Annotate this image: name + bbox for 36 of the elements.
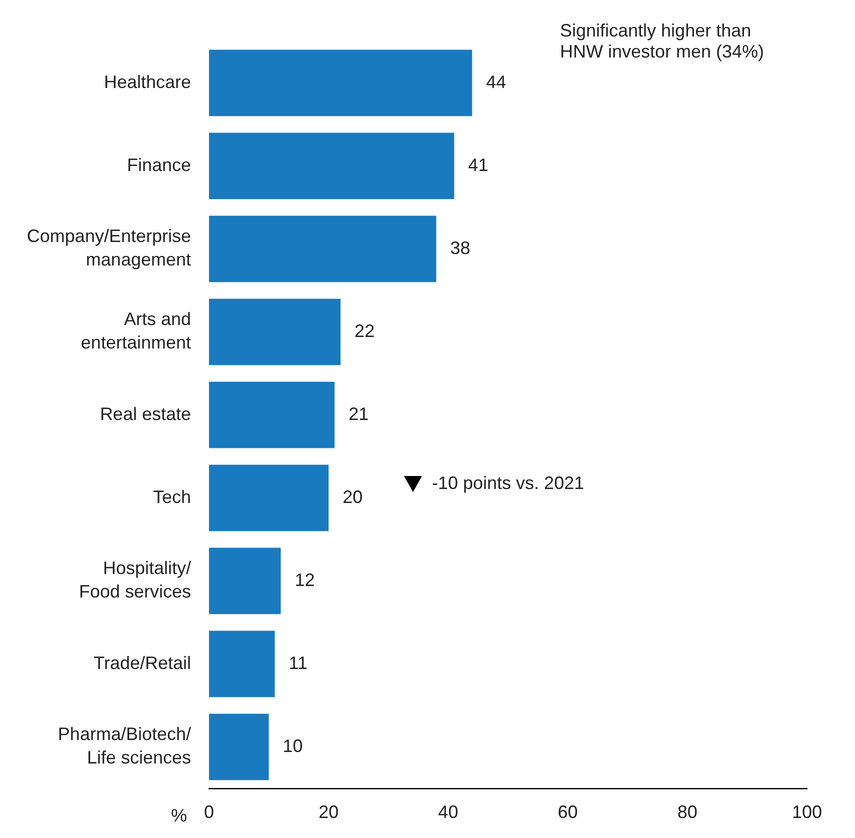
bar bbox=[209, 382, 335, 448]
bar bbox=[209, 714, 269, 780]
data-label: 10 bbox=[282, 736, 303, 756]
y-tick-label: Arts and entertainment bbox=[80, 309, 191, 353]
data-label: 12 bbox=[294, 570, 315, 590]
data-label: 38 bbox=[450, 238, 470, 258]
x-tick-label: 60 bbox=[558, 802, 578, 822]
x-tick-label: 20 bbox=[318, 802, 339, 822]
y-tick-label: Trade/Retail bbox=[94, 652, 191, 673]
data-label: 41 bbox=[468, 154, 488, 175]
annotation: -10 points vs. 2021 bbox=[432, 472, 584, 493]
data-label: 11 bbox=[288, 652, 308, 673]
data-label: 22 bbox=[354, 320, 375, 341]
data-label: 21 bbox=[348, 404, 369, 424]
x-tick-label: 80 bbox=[677, 802, 698, 822]
bar bbox=[209, 630, 275, 698]
annotation: Significantly higher than HNW investor men (34%) bbox=[560, 20, 764, 62]
y-tick-label: Real estate bbox=[100, 404, 191, 424]
y-tick-label: Hospitality/ Food services bbox=[78, 558, 191, 602]
y-tick-label: Finance bbox=[126, 154, 191, 175]
data-label: 20 bbox=[342, 486, 363, 507]
x-axis-title: % bbox=[170, 805, 187, 826]
x-tick-label: 100 bbox=[792, 802, 822, 822]
data-label: 44 bbox=[486, 72, 506, 92]
bar bbox=[209, 50, 472, 116]
bar bbox=[209, 216, 436, 282]
y-tick-label: Healthcare bbox=[104, 72, 191, 92]
bar bbox=[209, 548, 281, 614]
y-tick-label: Tech bbox=[152, 486, 191, 507]
bar bbox=[209, 298, 341, 366]
x-tick-label: 40 bbox=[438, 802, 458, 822]
y-tick-label: Pharma/Biotech/ Life sciences bbox=[58, 724, 191, 768]
y-tick-label: Company/Enterprise management bbox=[26, 226, 191, 270]
bar bbox=[209, 132, 454, 200]
x-tick-label: 0 bbox=[204, 802, 214, 822]
bar bbox=[209, 464, 329, 532]
